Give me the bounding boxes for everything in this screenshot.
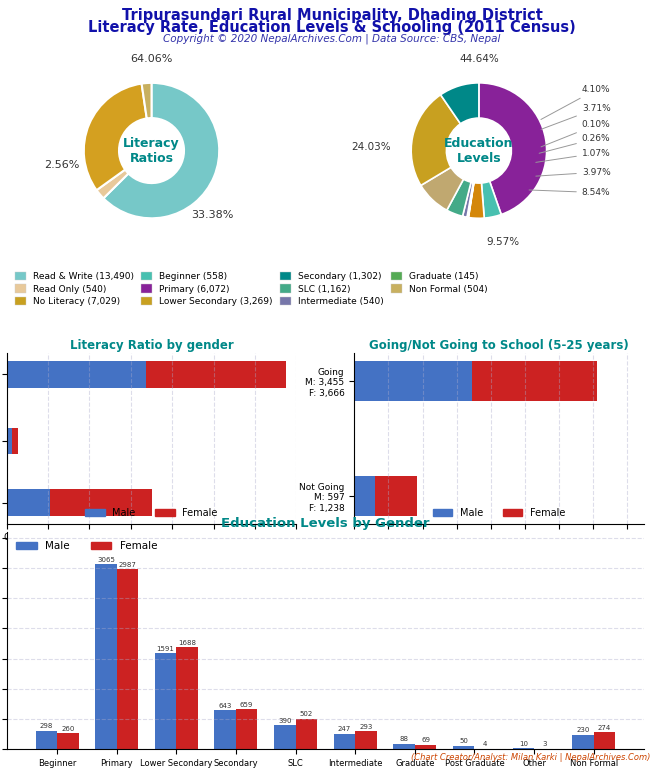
Text: 3.71%: 3.71% xyxy=(541,104,611,129)
Text: 4: 4 xyxy=(483,741,487,747)
Bar xyxy=(374,476,417,516)
Legend: Male, Female: Male, Female xyxy=(12,538,161,556)
Bar xyxy=(594,733,615,749)
Text: 2.56%: 2.56% xyxy=(44,161,80,170)
Wedge shape xyxy=(141,83,151,118)
Bar xyxy=(117,569,138,749)
Text: 44.64%: 44.64% xyxy=(459,54,499,64)
Text: Tripurasundari Rural Municipality, Dhading District: Tripurasundari Rural Municipality, Dhadi… xyxy=(122,8,542,23)
Wedge shape xyxy=(96,170,128,198)
Wedge shape xyxy=(411,94,461,185)
Text: 230: 230 xyxy=(576,727,590,733)
Bar xyxy=(453,746,474,749)
Text: 260: 260 xyxy=(61,726,74,732)
Text: 390: 390 xyxy=(278,718,291,723)
Text: 1688: 1688 xyxy=(178,640,196,646)
Text: 3: 3 xyxy=(542,741,547,747)
Wedge shape xyxy=(447,179,471,217)
Bar xyxy=(295,719,317,749)
Text: 247: 247 xyxy=(338,727,351,733)
Wedge shape xyxy=(463,182,473,217)
Text: 3.97%: 3.97% xyxy=(536,167,611,177)
Bar xyxy=(236,709,258,749)
Wedge shape xyxy=(469,183,484,218)
Text: 10: 10 xyxy=(519,740,528,746)
Legend: Read & Write (13,490), Read Only (540), No Literacy (7,029), Beginner (558), Pri: Read & Write (13,490), Read Only (540), … xyxy=(11,268,491,310)
Bar xyxy=(214,710,236,749)
Title: Literacy Ratio by gender: Literacy Ratio by gender xyxy=(70,339,233,353)
Text: 24.03%: 24.03% xyxy=(351,142,391,152)
Text: 8.54%: 8.54% xyxy=(529,188,610,197)
Text: 659: 659 xyxy=(240,702,254,707)
Legend: Male, Female: Male, Female xyxy=(82,505,222,522)
Text: 298: 298 xyxy=(40,723,53,730)
Wedge shape xyxy=(481,181,501,218)
Text: 1591: 1591 xyxy=(157,646,175,651)
Text: Education
Levels: Education Levels xyxy=(444,137,514,164)
Text: 502: 502 xyxy=(299,711,313,717)
Bar xyxy=(355,476,374,516)
Bar xyxy=(334,734,355,749)
Wedge shape xyxy=(84,84,147,190)
Bar xyxy=(472,361,597,401)
Text: Literacy
Ratios: Literacy Ratios xyxy=(124,137,180,164)
Bar xyxy=(145,361,286,388)
Text: 274: 274 xyxy=(598,725,611,731)
Wedge shape xyxy=(421,167,463,210)
Bar xyxy=(415,745,436,749)
Text: 69: 69 xyxy=(421,737,430,743)
Text: 2987: 2987 xyxy=(118,561,136,568)
Text: Literacy Rate, Education Levels & Schooling (2011 Census): Literacy Rate, Education Levels & School… xyxy=(88,20,576,35)
Wedge shape xyxy=(104,83,219,218)
Text: 0.26%: 0.26% xyxy=(539,134,610,154)
Bar xyxy=(355,731,376,749)
Wedge shape xyxy=(479,83,546,214)
Bar xyxy=(57,733,78,749)
Text: 0.10%: 0.10% xyxy=(541,121,611,147)
Text: 4.10%: 4.10% xyxy=(541,85,610,120)
Bar xyxy=(36,731,57,749)
Bar xyxy=(572,735,594,749)
Text: 3065: 3065 xyxy=(97,557,115,563)
Text: 643: 643 xyxy=(218,703,232,709)
Title: Education Levels by Gender: Education Levels by Gender xyxy=(221,517,430,530)
Text: 88: 88 xyxy=(400,736,408,742)
Bar xyxy=(7,428,12,455)
Wedge shape xyxy=(467,183,473,217)
Wedge shape xyxy=(468,183,474,217)
Legend: Male, Female: Male, Female xyxy=(429,505,569,522)
Bar xyxy=(7,489,50,516)
Text: (Chart Creator/Analyst: Milan Karki | NepalArchives.Com): (Chart Creator/Analyst: Milan Karki | Ne… xyxy=(411,753,651,762)
Title: Going/Not Going to School (5-25 years): Going/Not Going to School (5-25 years) xyxy=(369,339,629,353)
Bar xyxy=(274,725,295,749)
Bar xyxy=(155,653,177,749)
Text: 1.07%: 1.07% xyxy=(536,149,611,162)
Bar xyxy=(7,361,145,388)
Text: 64.06%: 64.06% xyxy=(130,54,173,64)
Text: 293: 293 xyxy=(359,723,373,730)
Bar xyxy=(12,428,18,455)
Text: 50: 50 xyxy=(459,738,468,744)
Bar xyxy=(355,361,472,401)
Text: Copyright © 2020 NepalArchives.Com | Data Source: CBS, Nepal: Copyright © 2020 NepalArchives.Com | Dat… xyxy=(163,33,501,44)
Bar xyxy=(393,743,415,749)
Text: 9.57%: 9.57% xyxy=(486,237,519,247)
Bar xyxy=(177,647,198,749)
Bar xyxy=(50,489,152,516)
Text: 33.38%: 33.38% xyxy=(191,210,234,220)
Wedge shape xyxy=(441,83,479,124)
Bar xyxy=(95,564,117,749)
